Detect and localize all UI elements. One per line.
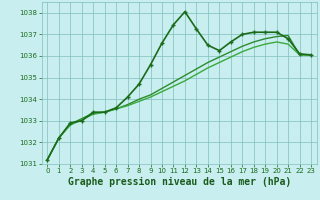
X-axis label: Graphe pression niveau de la mer (hPa): Graphe pression niveau de la mer (hPa) (68, 177, 291, 187)
